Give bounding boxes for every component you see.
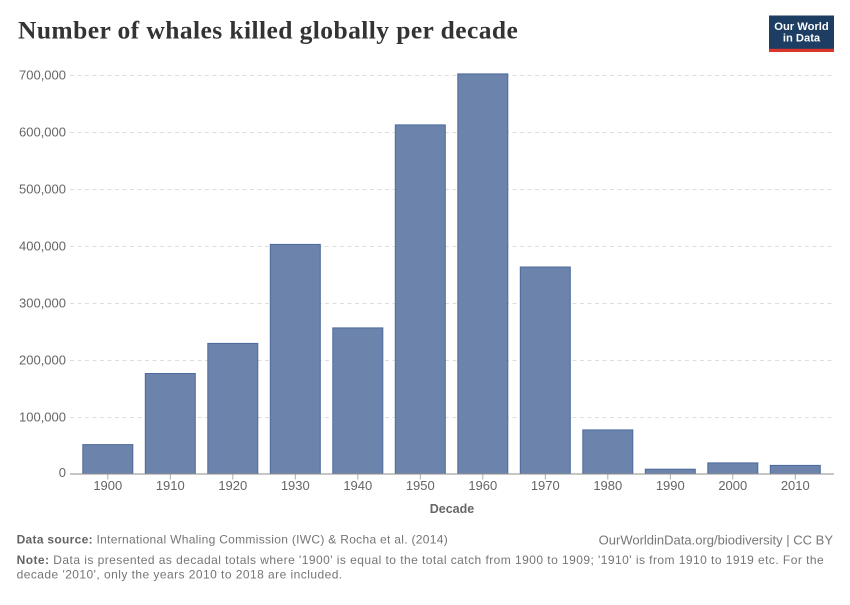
svg-text:700,000: 700,000 bbox=[19, 68, 66, 83]
svg-text:500,000: 500,000 bbox=[19, 182, 66, 197]
svg-text:Our World: Our World bbox=[774, 21, 829, 33]
svg-text:OurWorldinData.org/biodiversit: OurWorldinData.org/biodiversity | CC BY bbox=[599, 533, 834, 548]
svg-text:2000: 2000 bbox=[718, 478, 747, 493]
svg-text:1940: 1940 bbox=[343, 478, 372, 493]
svg-text:600,000: 600,000 bbox=[19, 125, 66, 140]
svg-text:1980: 1980 bbox=[593, 478, 622, 493]
svg-text:1970: 1970 bbox=[531, 478, 560, 493]
svg-text:in Data: in Data bbox=[783, 33, 821, 45]
svg-text:decade '2010', only the years: decade '2010', only the years 2010 to 20… bbox=[17, 568, 343, 582]
svg-text:400,000: 400,000 bbox=[19, 239, 66, 254]
svg-text:100,000: 100,000 bbox=[19, 410, 66, 425]
svg-text:1910: 1910 bbox=[156, 478, 185, 493]
svg-text:Decade: Decade bbox=[430, 502, 475, 516]
svg-text:0: 0 bbox=[59, 465, 66, 480]
svg-text:1950: 1950 bbox=[406, 478, 435, 493]
svg-text:1900: 1900 bbox=[93, 478, 122, 493]
svg-text:Number of whales killed global: Number of whales killed globally per dec… bbox=[18, 16, 518, 45]
svg-text:Data source: International Wha: Data source: International Whaling Commi… bbox=[17, 533, 448, 547]
svg-text:1960: 1960 bbox=[468, 478, 497, 493]
svg-text:300,000: 300,000 bbox=[19, 296, 66, 311]
svg-text:1920: 1920 bbox=[218, 478, 247, 493]
svg-text:200,000: 200,000 bbox=[19, 353, 66, 368]
svg-text:1990: 1990 bbox=[656, 478, 685, 493]
svg-text:1930: 1930 bbox=[281, 478, 310, 493]
svg-text:Note: Data is presented as dec: Note: Data is presented as decadal total… bbox=[17, 553, 825, 567]
svg-text:2010: 2010 bbox=[781, 478, 810, 493]
